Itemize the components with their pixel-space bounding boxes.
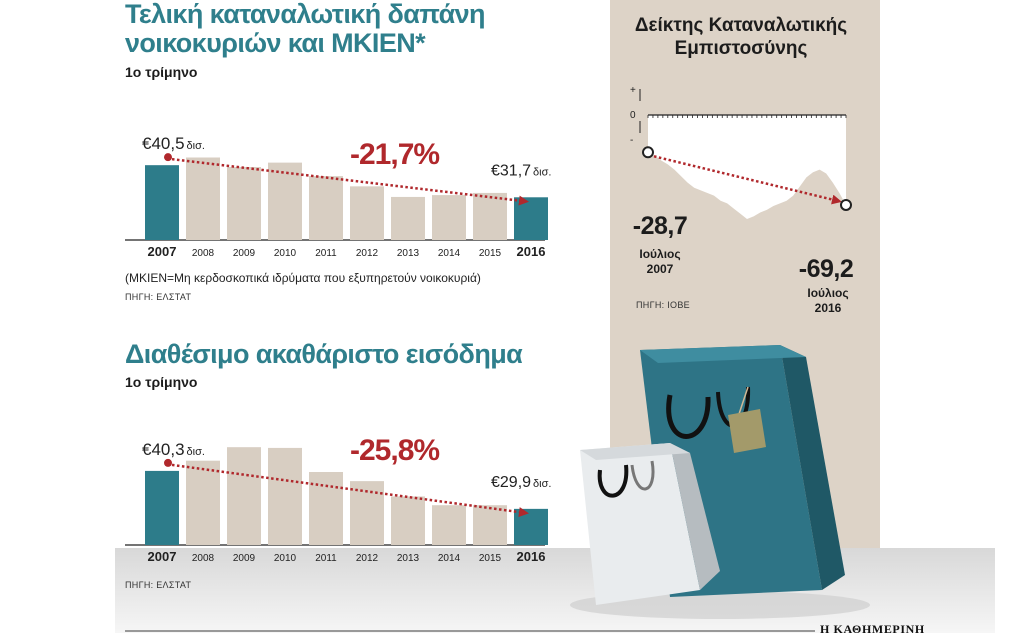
chart2-title: Διαθέσιμο ακαθάριστο εισόδημα — [125, 339, 523, 369]
tick-label-2012: 2012 — [356, 248, 379, 259]
chart3-title: Δείκτης Καταναλωτικής Εμπιστοσύνης — [634, 15, 848, 59]
chart1-subtitle: 1ο τρίμηνο — [125, 64, 198, 80]
bar-2009 — [227, 447, 261, 545]
bar-2016 — [514, 508, 548, 545]
bar-2011 — [309, 472, 343, 545]
chart1-title: Τελική καταναλωτική δαπάνη νοικοκυριών κ… — [125, 0, 485, 58]
tick-label-2010: 2010 — [274, 553, 297, 564]
tick-label-2015: 2015 — [479, 553, 502, 564]
bar-2007 — [145, 470, 179, 545]
tick-label-2012: 2012 — [356, 553, 379, 564]
tick-label-2011: 2011 — [315, 553, 337, 564]
tick-label-2014: 2014 — [438, 248, 461, 259]
tick-label-2007: 2007 — [148, 244, 177, 259]
tick-label-2007: 2007 — [148, 549, 177, 564]
footer-rule — [125, 630, 815, 632]
bar-2015 — [473, 505, 507, 545]
chart1-bars: 2007 2008 2009 2010 2011 2012 2013 2014 2015 2016… — [125, 134, 551, 259]
tick-label-2016: 2016 — [517, 549, 546, 564]
tick-label-2015: 2015 — [479, 248, 502, 259]
trend-arrow — [653, 155, 842, 205]
trend-start-dot — [164, 153, 172, 162]
footer-logo: Η ΚΑΘΗΜΕΡΙΝΗ — [820, 622, 925, 636]
bar-2013 — [391, 196, 425, 240]
bar-2010 — [268, 447, 302, 545]
bar-2015 — [473, 192, 507, 240]
bar-2008 — [186, 157, 220, 240]
start-value-label: €40,5 δισ. — [142, 134, 205, 153]
bar-2009 — [227, 167, 261, 240]
tick-label-2011: 2011 — [315, 248, 337, 259]
change-label: -21,7% — [350, 138, 439, 171]
chart3-line: +0 - — [630, 85, 852, 219]
y-tick-label: + — [630, 85, 636, 96]
y-tick-label: - — [630, 135, 633, 146]
tick-label-2014: 2014 — [438, 553, 461, 564]
tick-label-2013: 2013 — [397, 248, 420, 259]
start-point — [642, 146, 654, 159]
bar-2010 — [268, 162, 302, 240]
tick-label-2008: 2008 — [192, 248, 215, 259]
tick-label-2016: 2016 — [517, 244, 546, 259]
floor-shadow — [115, 548, 995, 633]
chart3-source: ΠΗΓΗ: ΙΟΒΕ — [636, 300, 690, 310]
tick-label-2013: 2013 — [397, 553, 420, 564]
tick-label-2009: 2009 — [233, 553, 256, 564]
bar-2007 — [145, 165, 179, 240]
start-value-label: €40,3 δισ. — [142, 440, 205, 459]
confidence-area — [648, 115, 846, 219]
bar-2016 — [514, 197, 548, 240]
bar-2014 — [432, 195, 466, 240]
bar-2014 — [432, 505, 466, 545]
end-point — [840, 198, 852, 211]
bar-2013 — [391, 496, 425, 545]
trend-arrow — [171, 157, 529, 206]
chart2-source: ΠΗΓΗ: ΕΛΣΤΑΤ — [125, 580, 192, 590]
chart2-bars: 2007 2008 2009 2010 2011 2012 2013 2014 2015 2016… — [125, 434, 551, 564]
chart1-source: ΠΗΓΗ: ΕΛΣΤΑΤ — [125, 292, 192, 302]
end-value-label: €29,9 δισ. — [491, 474, 551, 491]
bar-2012 — [350, 186, 384, 240]
chart3-start-value: -28,7 — [632, 212, 688, 240]
chart3-end-value: -69,2 — [798, 255, 854, 283]
y-tick-label: 0 — [630, 110, 636, 121]
chart3-start-label: Ιούλιος 2007 — [639, 247, 681, 276]
chart2-subtitle: 1ο τρίμηνο — [125, 374, 198, 390]
end-value-label: €31,7 δισ. — [491, 162, 551, 179]
bar-2011 — [309, 176, 343, 240]
tick-label-2010: 2010 — [274, 248, 297, 259]
chart3-end-label: Ιούλιος 2016 — [807, 286, 849, 315]
trend-start-dot — [164, 458, 172, 467]
bar-2008 — [186, 460, 220, 545]
tick-label-2009: 2009 — [233, 248, 256, 259]
trend-arrow — [171, 463, 529, 518]
tick-label-2008: 2008 — [192, 553, 215, 564]
shopping-bags-illustration — [570, 345, 870, 619]
change-label: -25,8% — [350, 434, 439, 467]
chart1-note: (ΜΚΙΕΝ=Μη κερδοσκοπικά ιδρύματα που εξυπ… — [125, 271, 481, 285]
